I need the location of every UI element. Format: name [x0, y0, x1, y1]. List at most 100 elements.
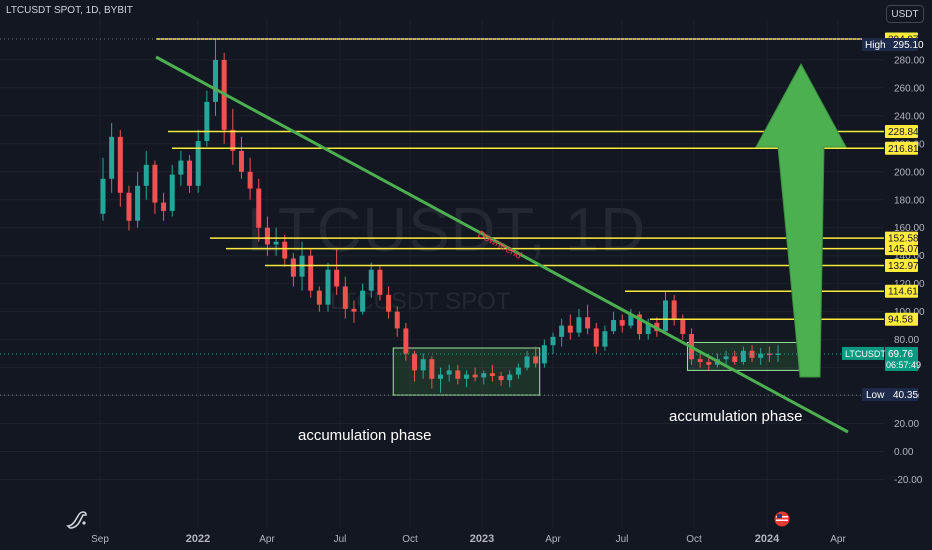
price-tick-label: 240.00	[894, 111, 925, 122]
price-badges: 294.97228.84216.81152.58145.07132.97114.…	[842, 32, 924, 402]
accumulation-label-right: accumulation phase	[669, 408, 802, 425]
us-flag-icon[interactable]	[774, 511, 790, 527]
candle-body	[481, 373, 487, 378]
candle-body	[576, 317, 582, 333]
candle-body	[161, 202, 167, 211]
price-tick-label: 20.00	[894, 419, 919, 430]
low-badge	[862, 388, 918, 402]
resistance-badge-label: 145.07	[888, 244, 919, 255]
candle-body	[663, 300, 668, 332]
high-badge	[862, 38, 918, 51]
candle-body	[585, 317, 591, 329]
resistance-badge-label: 152.58	[888, 234, 919, 245]
candle-body	[412, 353, 418, 371]
candle-body	[472, 374, 478, 378]
candle-body	[446, 370, 452, 375]
time-tick-label: 2024	[755, 533, 780, 545]
price-tick-label: 180.00	[894, 195, 925, 206]
candle-body	[637, 314, 643, 335]
candle-body	[489, 373, 495, 376]
time-tick-label: Jul	[616, 534, 629, 545]
symbol-badge	[842, 346, 884, 360]
symbol-badge-label: LTCUSDT	[845, 349, 886, 359]
candle-body	[593, 328, 599, 347]
candle-body	[740, 350, 746, 362]
time-tick-label: 2022	[186, 533, 210, 545]
candle-body	[498, 375, 504, 381]
candle-body	[368, 269, 374, 291]
candle-body	[169, 174, 175, 211]
candle-body	[524, 356, 530, 368]
candle-body	[256, 188, 262, 228]
candle-body	[187, 160, 193, 186]
candle-body	[463, 374, 469, 379]
time-tick-label: Jul	[334, 534, 347, 545]
downtrend-label: Downtrend	[476, 229, 524, 262]
tradingview-logo-icon[interactable]	[66, 508, 90, 530]
resistance-levels	[0, 38, 884, 396]
resistance-badge	[885, 284, 918, 298]
resistance-badge	[885, 141, 918, 155]
time-tick-label: Apr	[830, 534, 846, 545]
candle-body	[117, 136, 123, 193]
candle-body	[135, 185, 141, 221]
candle-body	[394, 311, 400, 329]
price-tick-label: 280.00	[894, 55, 925, 66]
up-arrow-icon	[755, 62, 847, 378]
candle-body	[290, 258, 296, 277]
price-tick-label: 120.00	[894, 279, 925, 290]
candle-body	[671, 300, 677, 319]
candle-body	[766, 353, 772, 356]
resistance-badge-label: 228.84	[888, 127, 919, 138]
resistance-badge-label: 216.81	[888, 144, 919, 155]
symbol-header: LTCUSDT SPOT, 1D, BYBIT	[6, 5, 133, 16]
candle-body	[334, 269, 340, 287]
currency-button[interactable]: USDT	[886, 5, 924, 23]
candle-body	[143, 164, 149, 186]
price-tick-label: 80.00	[894, 335, 919, 346]
candle-body	[723, 356, 729, 360]
candle-body	[559, 325, 565, 337]
price-tick-label: -20.00	[894, 475, 923, 486]
candle-body	[377, 269, 383, 295]
candle-body	[420, 359, 426, 371]
price-tick-label: 140.00	[894, 251, 925, 262]
candle-body	[325, 269, 331, 305]
resistance-badge-label: 132.97	[888, 261, 919, 272]
candle-body	[351, 308, 357, 312]
candle-body	[264, 227, 270, 245]
candle-body	[282, 241, 288, 259]
resistance-badge	[885, 312, 918, 326]
candle-body	[178, 160, 184, 175]
candle-body	[732, 356, 738, 362]
candles	[100, 38, 781, 393]
candle-body	[455, 370, 461, 379]
candle-body	[611, 320, 617, 332]
candle-body	[533, 356, 539, 364]
candle-body	[100, 178, 106, 214]
candle-body	[758, 353, 764, 358]
price-tick-label: 0.00	[894, 447, 914, 458]
candle-body	[195, 141, 201, 186]
candle-body	[706, 361, 712, 365]
low-badge-label: Low	[866, 390, 885, 401]
candle-body	[403, 328, 409, 354]
time-tick-label: 2023	[470, 533, 494, 545]
current-price-value: 69.76	[888, 349, 913, 360]
low-badge-value: 40.35	[893, 390, 918, 401]
high-badge-value: 295.10	[893, 40, 924, 51]
high-badge-label: High	[865, 40, 886, 51]
candle-body	[515, 367, 521, 375]
candle-body	[342, 286, 348, 309]
candle-body	[429, 359, 435, 379]
candle-body	[550, 336, 556, 346]
candle-body	[109, 136, 115, 179]
time-tick-label: Apr	[545, 534, 561, 545]
time-tick-label: Oct	[686, 534, 702, 545]
candle-body	[126, 192, 132, 221]
resistance-badge-label: 94.58	[888, 315, 913, 326]
price-tick-label: 160.00	[894, 223, 925, 234]
time-tick-label: Sep	[91, 534, 109, 545]
candle-body	[602, 331, 608, 347]
